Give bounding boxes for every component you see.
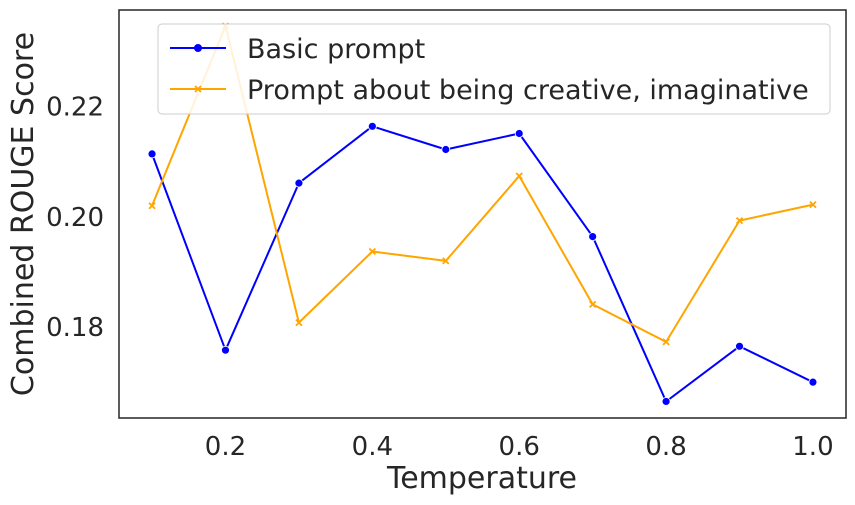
data-point xyxy=(148,202,156,210)
x-tick-label: 0.2 xyxy=(205,432,246,462)
data-point xyxy=(809,200,817,209)
data-point xyxy=(368,247,376,256)
series-1 xyxy=(147,121,818,406)
data-point xyxy=(514,129,524,138)
y-axis-ticks: 0.18 0.20 0.22 xyxy=(46,92,104,343)
legend-label: Basic prompt xyxy=(247,34,425,65)
data-point xyxy=(589,300,597,309)
y-tick-label: 0.22 xyxy=(46,92,104,122)
x-tick-label: 1.0 xyxy=(792,432,833,462)
y-tick-label: 0.20 xyxy=(46,203,104,233)
legend: Basic prompt Prompt about being creative,… xyxy=(157,23,831,115)
legend-marker xyxy=(194,44,202,52)
legend-frame xyxy=(157,23,831,115)
data-point xyxy=(367,121,377,131)
x-tick-label: 0.8 xyxy=(645,432,686,462)
data-point xyxy=(735,341,744,351)
y-axis-label: Combined ROUGE Score xyxy=(6,32,41,396)
series-layer xyxy=(147,22,818,406)
y-tick-label: 0.18 xyxy=(46,313,104,343)
data-point xyxy=(808,377,818,387)
data-point xyxy=(442,257,450,265)
data-point xyxy=(515,172,523,180)
data-point xyxy=(294,178,304,188)
data-point xyxy=(661,397,671,406)
x-axis-label: Temperature xyxy=(386,461,577,496)
legend-marker xyxy=(194,85,202,93)
data-point xyxy=(588,232,598,242)
data-point xyxy=(441,145,451,154)
data-point xyxy=(735,216,744,225)
legend-label: Prompt about being creative, imaginative xyxy=(247,75,809,106)
series-1-line xyxy=(151,125,814,403)
series-2-line xyxy=(151,25,814,343)
data-point xyxy=(295,318,303,327)
x-tick-label: 0.4 xyxy=(352,432,393,462)
data-point xyxy=(662,338,670,346)
data-point xyxy=(221,345,230,355)
data-point xyxy=(147,149,157,159)
x-tick-label: 0.6 xyxy=(499,432,540,462)
x-axis-ticks: 0.2 0.4 0.6 0.8 1.0 xyxy=(205,432,834,462)
